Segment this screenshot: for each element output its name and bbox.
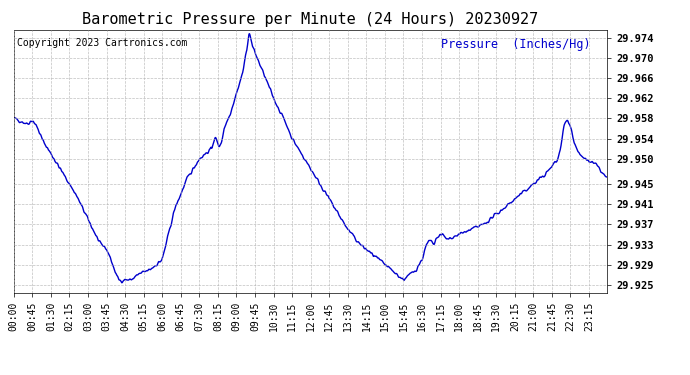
Text: Pressure  (Inches/Hg): Pressure (Inches/Hg) (441, 38, 591, 51)
Text: Copyright 2023 Cartronics.com: Copyright 2023 Cartronics.com (17, 38, 187, 48)
Title: Barometric Pressure per Minute (24 Hours) 20230927: Barometric Pressure per Minute (24 Hours… (82, 12, 539, 27)
